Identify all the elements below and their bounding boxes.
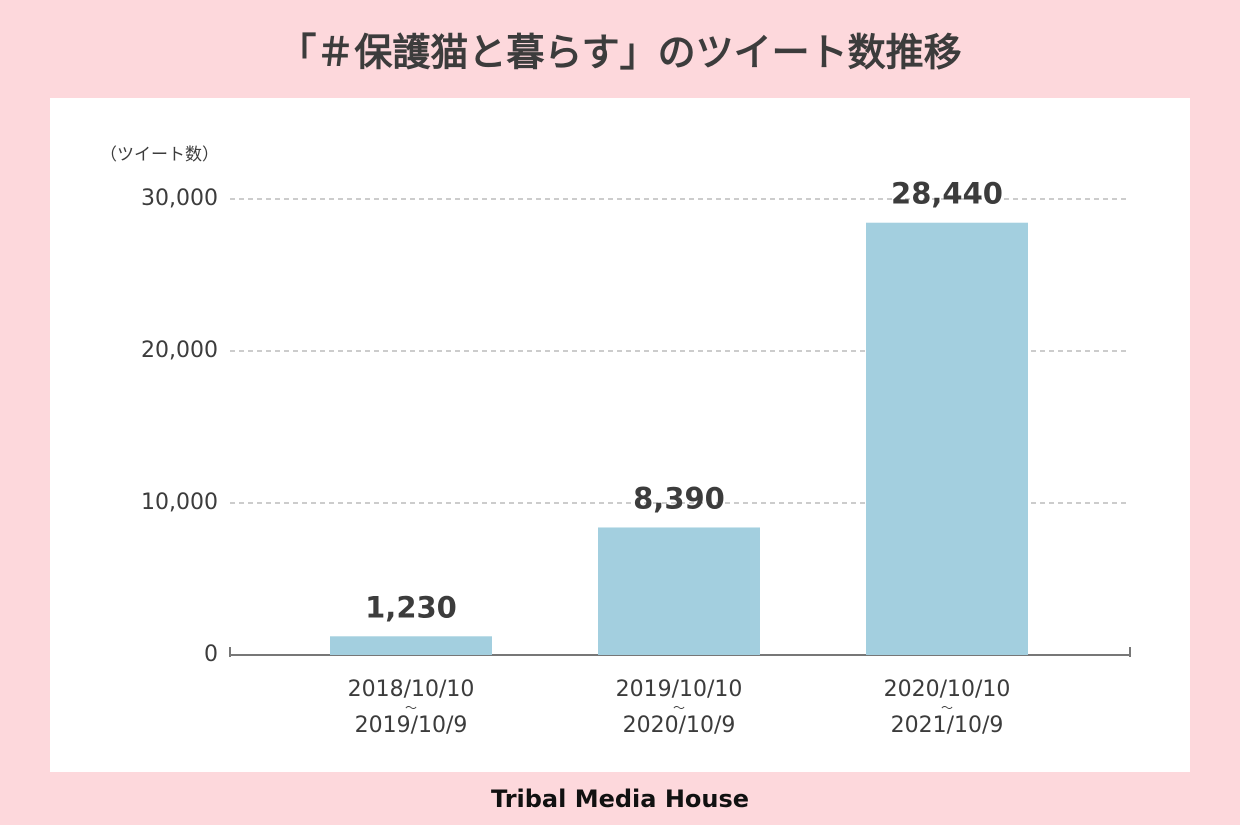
value-label: 28,440 bbox=[891, 177, 1003, 211]
y-tick-label: 10,000 bbox=[141, 490, 218, 515]
bar bbox=[330, 636, 492, 655]
source: Tribal Media House bbox=[491, 785, 749, 813]
y-tick-label: 30,000 bbox=[141, 186, 218, 211]
x-tick-label: 2019/10/10 〜 2020/10/9 bbox=[616, 677, 743, 738]
bar bbox=[866, 222, 1028, 655]
value-label: 8,390 bbox=[633, 481, 725, 515]
y-tick-label: 20,000 bbox=[141, 338, 218, 363]
bar bbox=[598, 527, 760, 655]
y-tick-label: 0 bbox=[204, 642, 218, 667]
y-axis-label: （ツイート数） bbox=[100, 145, 219, 165]
chart-title: 「＃保護猫と暮らす」のツイート数推移 bbox=[278, 31, 961, 75]
x-tick-label: 2020/10/10 〜 2021/10/9 bbox=[884, 677, 1011, 738]
value-label: 1,230 bbox=[365, 590, 457, 624]
x-tick-label: 2018/10/10 〜 2019/10/9 bbox=[348, 677, 475, 738]
